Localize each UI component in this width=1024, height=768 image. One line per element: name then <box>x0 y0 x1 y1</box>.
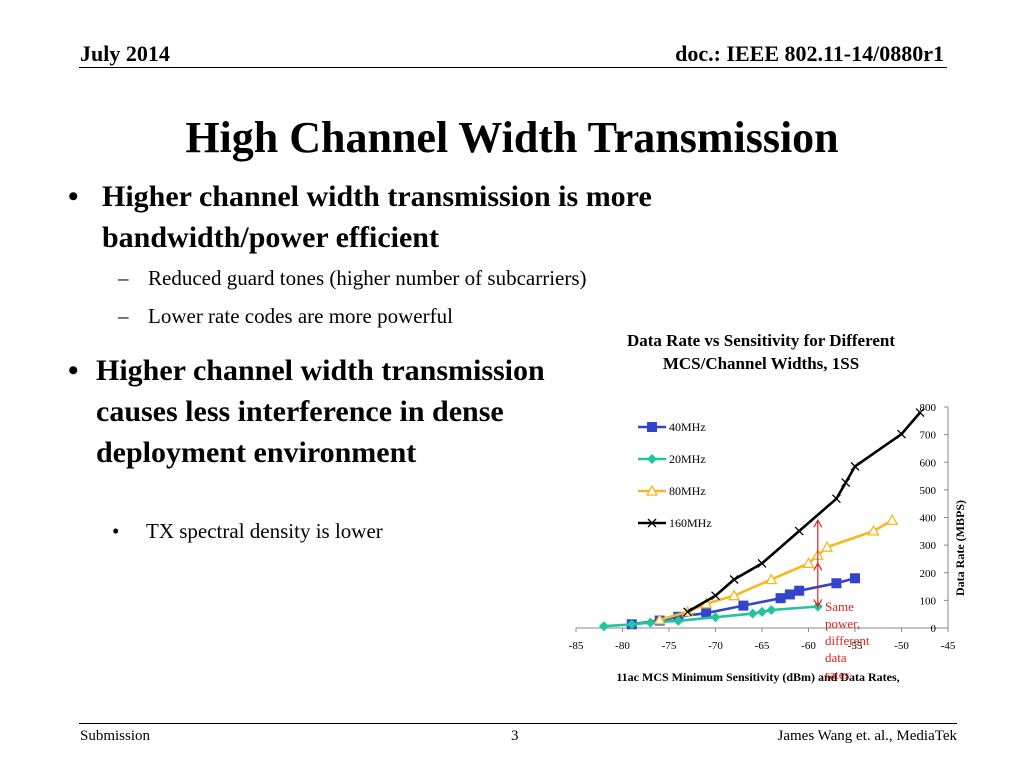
y-tick-label: 700 <box>920 430 937 442</box>
data-point-40MHz <box>701 608 712 619</box>
data-point-160MHz <box>711 591 720 601</box>
data-point-80MHz <box>802 557 815 569</box>
legend-marker-80MHz <box>645 484 659 496</box>
x-axis-label: 11ac MCS Minimum Sensitivity (dBm) and D… <box>616 670 899 684</box>
data-point-20MHz <box>766 605 777 616</box>
bullet-2-text: Higher channel width transmission causes… <box>96 354 545 469</box>
x-tick-label: -70 <box>708 640 723 652</box>
data-point-40MHz <box>850 573 860 584</box>
legend-marker-160MHz <box>647 518 657 528</box>
header-doc-id: doc.: IEEE 802.11-14/0880r1 <box>675 41 944 66</box>
data-point-80MHz <box>867 524 880 536</box>
data-point-80MHz <box>820 540 834 552</box>
data-point-160MHz <box>683 607 693 617</box>
data-point-80MHz <box>765 573 778 585</box>
chart-title-line: MCS/Channel Widths, 1SS <box>663 354 859 373</box>
legend-label-80MHz: 80MHz <box>669 484 706 498</box>
data-point-40MHz <box>794 585 805 596</box>
data-point-160MHz <box>757 558 767 568</box>
annotation-arrowhead-mid <box>813 562 823 571</box>
annotation-text-line: data <box>825 650 847 665</box>
annotation-text-line: different <box>825 633 870 648</box>
bullet-2-sub-1-marker: • <box>112 519 120 543</box>
bullet-1-sub-1-text: Reduced guard tones (higher number of su… <box>148 266 587 290</box>
annotation-text-line: power, <box>825 616 860 631</box>
x-tick-label: -50 <box>894 640 909 652</box>
legend-label-160MHz: 160MHz <box>669 516 712 530</box>
data-point-20MHz <box>673 615 684 626</box>
footer-divider <box>79 723 957 724</box>
data-point-160MHz <box>850 461 860 471</box>
bullet-1-text: Higher channel width transmission is mor… <box>102 180 652 254</box>
legend-marker-40MHz <box>647 422 657 432</box>
data-point-80MHz <box>886 513 899 525</box>
bullet-1-sub-2-text: Lower rate codes are more powerful <box>148 304 453 328</box>
data-point-160MHz <box>831 494 841 504</box>
bullet-1-sub-2-marker: – <box>118 304 129 328</box>
annotation-arrowhead-bottom <box>813 599 823 608</box>
data-point-160MHz <box>729 575 739 584</box>
data-point-160MHz <box>841 478 851 488</box>
data-point-20MHz <box>710 612 721 623</box>
header-date: July 2014 <box>80 41 170 66</box>
x-tick-label: -80 <box>615 640 630 652</box>
y-axis-label: Data Rate (MBPS) <box>953 500 967 596</box>
data-point-20MHz <box>626 619 637 630</box>
footer-page-number: 3 <box>511 728 519 744</box>
y-tick-label: 800 <box>920 402 937 414</box>
data-point-160MHz <box>897 429 906 439</box>
footer-authors: James Wang et. al., MediaTek <box>777 728 958 744</box>
bullet-2-sub-1-text: TX spectral density is lower <box>146 519 383 543</box>
bullet-1-sub-1-marker: – <box>118 266 129 290</box>
data-point-20MHz <box>645 617 656 628</box>
data-point-20MHz <box>598 621 609 632</box>
x-tick-label: -75 <box>662 640 677 652</box>
bullet-1-marker: • <box>68 180 79 213</box>
data-point-40MHz <box>775 593 786 604</box>
data-point-160MHz <box>915 408 925 417</box>
data-point-40MHz <box>784 589 795 600</box>
legend-marker-20MHz <box>647 454 657 464</box>
data-point-40MHz <box>831 578 842 589</box>
footer-submission: Submission <box>80 728 151 744</box>
data-point-80MHz <box>653 613 666 625</box>
y-tick-label: 0 <box>931 623 937 635</box>
y-tick-label: 400 <box>920 513 937 525</box>
header-divider <box>79 67 947 68</box>
annotation-text-line: Same <box>825 599 854 614</box>
bullet-2-marker: • <box>68 354 79 387</box>
y-tick-label: 100 <box>920 595 937 607</box>
x-tick-label: -85 <box>569 640 584 652</box>
x-tick-label: -60 <box>801 640 816 652</box>
chart-title-line: Data Rate vs Sensitivity for Different <box>627 331 895 350</box>
series-line-80MHz <box>659 519 893 622</box>
annotation-arrowhead-top <box>813 519 823 528</box>
data-point-160MHz <box>794 526 804 536</box>
x-tick-label: -45 <box>941 640 956 652</box>
data-point-20MHz <box>747 608 758 619</box>
series-line-160MHz <box>686 411 922 613</box>
data-point-20MHz <box>757 606 767 617</box>
y-tick-label: 200 <box>920 568 937 580</box>
data-point-80MHz <box>727 589 741 601</box>
x-tick-label: -65 <box>755 640 770 652</box>
y-tick-label: 300 <box>920 540 937 552</box>
legend-label-40MHz: 40MHz <box>669 420 706 434</box>
annotation-text-line: rates <box>825 667 850 682</box>
slide-title: High Channel Width Transmission <box>185 113 839 162</box>
y-tick-label: 600 <box>920 457 937 469</box>
y-tick-label: 500 <box>920 485 937 497</box>
legend-label-20MHz: 20MHz <box>669 452 706 466</box>
data-point-40MHz <box>738 600 749 611</box>
x-tick-label: -55 <box>848 640 863 652</box>
